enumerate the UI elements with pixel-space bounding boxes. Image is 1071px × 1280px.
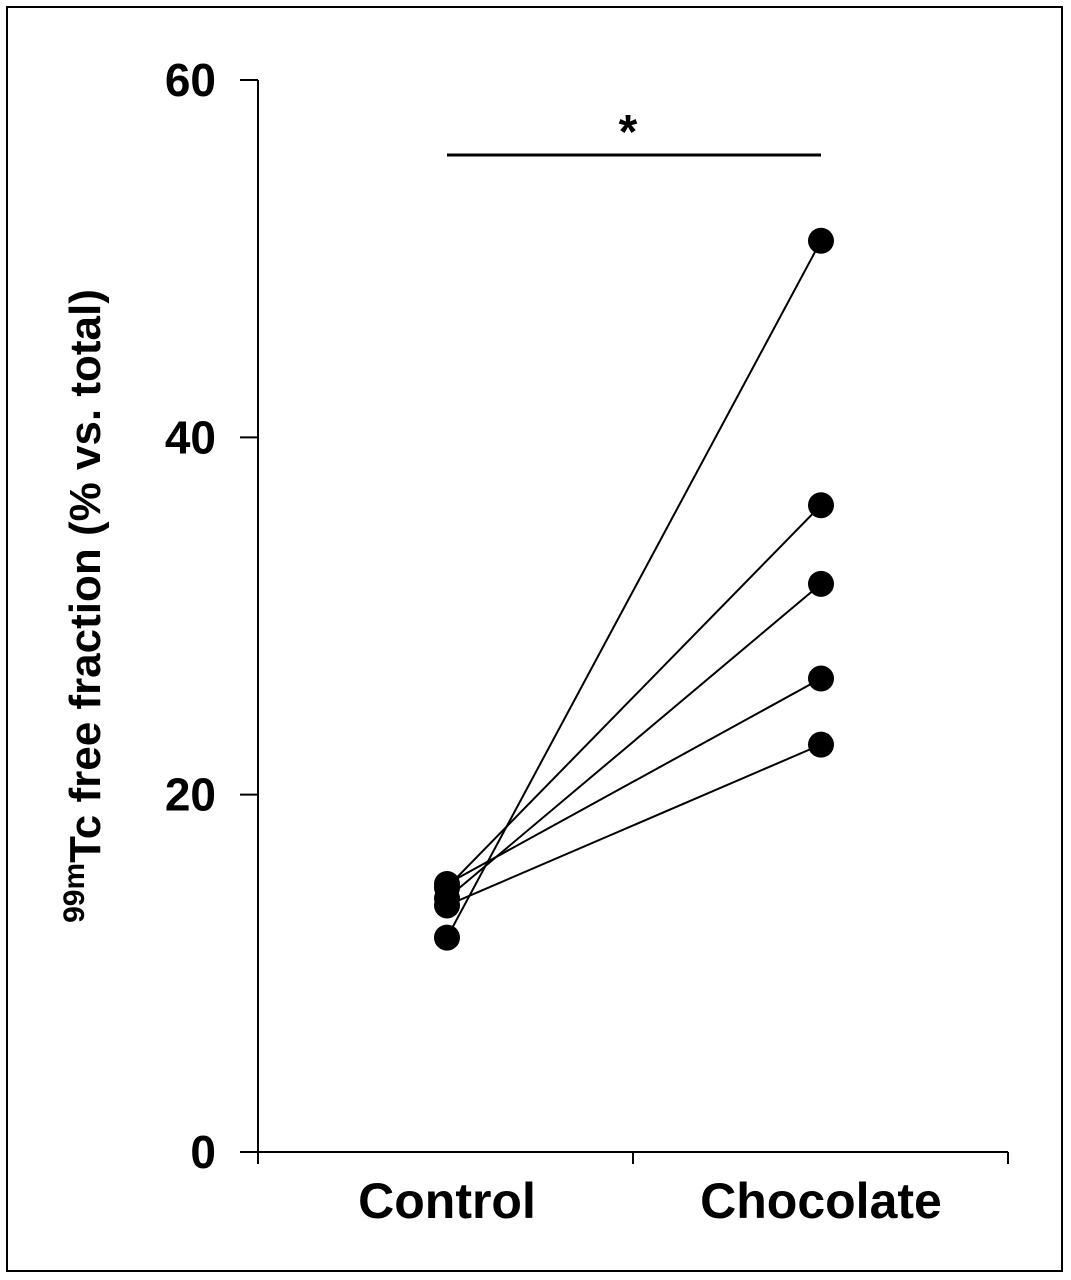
y-tick-label-60: 60 bbox=[165, 54, 216, 106]
pair-line-1 bbox=[446, 240, 822, 939]
point-chocolate-3 bbox=[808, 570, 834, 597]
point-control-4 bbox=[434, 871, 460, 897]
pair-lines bbox=[446, 240, 822, 939]
data-points bbox=[434, 227, 834, 951]
point-chocolate-1 bbox=[808, 227, 834, 254]
y-axis-label: 99mTc free fraction (% vs. total) bbox=[58, 289, 110, 923]
figure-frame bbox=[6, 6, 1063, 1272]
y-axis-label-text: Tc free fraction (% vs. total) bbox=[61, 289, 110, 863]
point-control-5 bbox=[434, 892, 460, 919]
significance-marker: * bbox=[619, 106, 638, 159]
axes bbox=[240, 79, 1009, 1164]
y-tick-label-40: 40 bbox=[165, 411, 216, 463]
y-tick-label-20: 20 bbox=[165, 769, 216, 821]
pair-line-3 bbox=[446, 583, 822, 900]
point-chocolate-2 bbox=[808, 492, 834, 519]
x-category-label-chocolate: Chocolate bbox=[700, 1173, 942, 1229]
point-chocolate-5 bbox=[808, 731, 834, 758]
y-tick-label-0: 0 bbox=[190, 1126, 216, 1178]
pair-line-5 bbox=[446, 743, 822, 907]
chart-labels: 0 20 40 60 Control Chocolate 99mTc free fracti… bbox=[58, 54, 942, 1229]
x-category-label-control: Control bbox=[358, 1173, 536, 1229]
point-chocolate-4 bbox=[808, 665, 834, 692]
pair-line-2 bbox=[446, 504, 822, 889]
pair-line-4 bbox=[446, 677, 822, 885]
y-axis-label-superscript: 99m bbox=[58, 863, 91, 923]
point-control-1 bbox=[434, 924, 460, 951]
